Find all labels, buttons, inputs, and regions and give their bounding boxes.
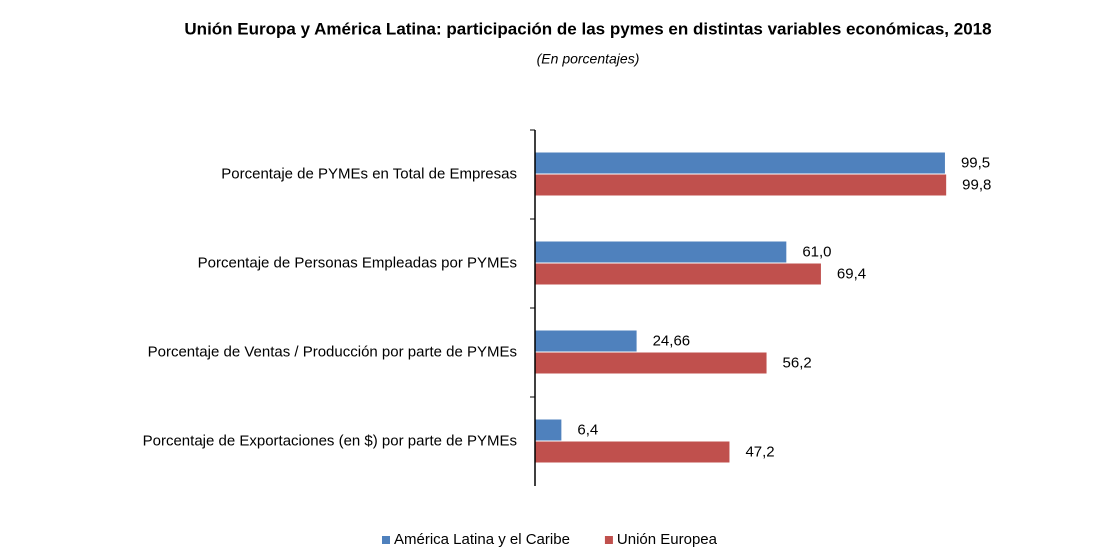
legend-label: América Latina y el Caribe — [394, 531, 570, 548]
data-label: 24,66 — [653, 332, 691, 349]
data-label: 56,2 — [783, 354, 812, 371]
bar — [535, 174, 947, 196]
y-tick-label: Porcentaje de Personas Empleadas por PYM… — [198, 254, 517, 271]
y-tick-label: Porcentaje de Exportaciones (en $) por p… — [143, 432, 517, 449]
bar — [535, 352, 767, 374]
bar — [535, 152, 945, 174]
y-tick-label: Porcentaje de PYMEs en Total de Empresas — [221, 165, 517, 182]
bar — [535, 441, 730, 463]
data-label: 47,2 — [745, 443, 774, 460]
bar — [535, 241, 787, 263]
data-label: 61,0 — [802, 243, 831, 260]
y-tick-label: Porcentaje de Ventas / Producción por pa… — [148, 343, 517, 360]
chart-title: Unión Europa y América Latina: participa… — [184, 19, 991, 38]
legend-swatch — [382, 536, 390, 544]
chart-subtitle: (En porcentajes) — [537, 51, 640, 67]
bar — [535, 330, 637, 352]
data-label: 99,5 — [961, 154, 990, 171]
data-label: 6,4 — [577, 421, 598, 438]
bar — [535, 419, 562, 441]
data-label: 99,8 — [962, 176, 991, 193]
data-label: 69,4 — [837, 265, 866, 282]
bar — [535, 263, 821, 285]
legend-swatch — [604, 536, 613, 544]
legend-label: Unión Europea — [617, 531, 718, 548]
